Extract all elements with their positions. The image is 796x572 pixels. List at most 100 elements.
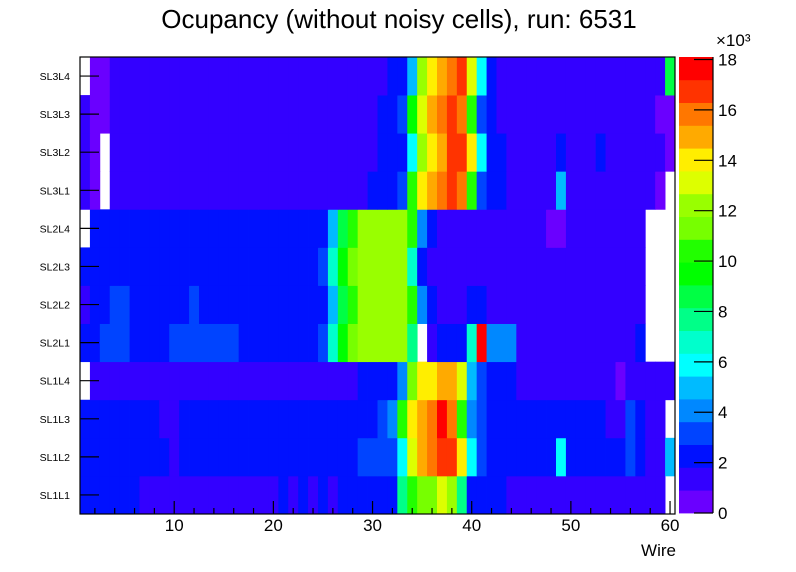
heatmap-cell: [615, 57, 626, 96]
heatmap-cell: [625, 285, 636, 324]
heatmap-cell: [99, 323, 111, 363]
heatmap-cell: [109, 475, 121, 515]
heatmap-cell: [565, 361, 577, 401]
heatmap-cell: [496, 323, 507, 363]
heatmap-cell: [357, 209, 368, 248]
heatmap-cell: [397, 209, 408, 248]
heatmap-cell: [387, 437, 398, 477]
heatmap-cell: [615, 285, 626, 324]
heatmap-cell: [526, 95, 537, 134]
heatmap-cell: [625, 361, 636, 401]
heatmap-cell: [417, 399, 428, 439]
heatmap-cell: [595, 57, 606, 96]
heatmap-cell: [427, 209, 438, 248]
heatmap-cell: [199, 437, 210, 477]
heatmap-cell: [109, 57, 121, 96]
heatmap-cell: [357, 247, 368, 286]
heatmap-cell: [456, 209, 468, 248]
heatmap-cell: [149, 437, 160, 477]
heatmap-cell: [357, 133, 368, 172]
heatmap-cell: [506, 285, 517, 324]
heatmap-cell: [357, 57, 368, 96]
heatmap-cell: [288, 95, 299, 134]
heatmap-cell: [407, 437, 418, 477]
chart-title: Ocupancy (without noisy cells), run: 653…: [161, 4, 636, 34]
heatmap-cell: [308, 171, 319, 210]
color-scale-band: [679, 102, 713, 126]
heatmap-cell: [645, 361, 656, 401]
z-multiplier-label: ×10³: [716, 31, 751, 50]
heatmap-cell: [99, 475, 111, 515]
heatmap-cell: [387, 285, 398, 324]
heatmap-cell: [139, 95, 150, 134]
heatmap-cell: [446, 399, 458, 439]
heatmap-cell: [496, 95, 507, 134]
heatmap-cell: [179, 171, 190, 210]
heatmap-cell: [635, 209, 646, 248]
heatmap-cell: [278, 323, 289, 363]
heatmap-cell: [625, 95, 636, 134]
heatmap-cell: [347, 209, 359, 248]
heatmap-cell: [288, 133, 299, 172]
heatmap-cell: [526, 247, 537, 286]
heatmap-cell: [189, 209, 200, 248]
heatmap-cell: [199, 361, 210, 401]
heatmap-cell: [268, 399, 279, 439]
heatmap-cell: [208, 133, 220, 172]
heatmap-cell: [516, 133, 527, 172]
heatmap-cell: [397, 285, 408, 324]
color-scale-band: [679, 216, 713, 240]
heatmap-cell: [665, 57, 676, 96]
heatmap-cell: [308, 399, 319, 439]
heatmap-cell: [446, 475, 458, 515]
y-tick-label: SL2L4: [40, 223, 71, 235]
heatmap-cell: [228, 95, 240, 134]
heatmap-cell: [546, 133, 557, 172]
heatmap-cell: [446, 437, 458, 477]
heatmap-cell: [169, 95, 180, 134]
heatmap-cell: [446, 171, 458, 210]
heatmap-cell: [208, 171, 220, 210]
heatmap-cell: [357, 399, 368, 439]
heatmap-cell: [516, 399, 527, 439]
color-scale-tick-label: 4: [718, 403, 727, 422]
heatmap-cell: [337, 171, 349, 210]
heatmap-cell: [208, 95, 220, 134]
heatmap-cell: [655, 95, 666, 134]
heatmap-cell: [298, 285, 309, 324]
heatmap-cell: [199, 133, 210, 172]
heatmap-cell: [585, 361, 597, 401]
heatmap-cell: [496, 133, 507, 172]
heatmap-cell: [456, 399, 468, 439]
heatmap-cell: [565, 133, 577, 172]
heatmap-cell: [298, 361, 309, 401]
heatmap-cell: [288, 285, 299, 324]
heatmap-cell: [585, 247, 597, 286]
heatmap-cell: [119, 57, 130, 96]
heatmap-cell: [635, 399, 646, 439]
heatmap-cell: [456, 285, 468, 324]
y-tick-label: SL3L1: [40, 185, 71, 197]
heatmap-cell: [516, 361, 527, 401]
heatmap-cell: [625, 133, 636, 172]
heatmap-cell: [655, 437, 666, 477]
y-tick-label: SL3L4: [40, 71, 71, 83]
heatmap-cell: [615, 171, 626, 210]
heatmap-cell: [506, 437, 517, 477]
heatmap-cell: [417, 475, 428, 515]
heatmap-cell: [238, 437, 249, 477]
heatmap-cell: [327, 171, 339, 210]
heatmap-cell: [466, 57, 478, 96]
heatmap-cell: [466, 437, 478, 477]
heatmap-cell: [139, 323, 150, 363]
heatmap-cell: [268, 171, 279, 210]
heatmap-cell: [407, 95, 418, 134]
heatmap-cell: [526, 475, 537, 515]
heatmap-cell: [615, 95, 626, 134]
heatmap-cell: [565, 95, 577, 134]
color-scale-tick-label: 10: [718, 252, 737, 271]
heatmap-cell: [536, 437, 547, 477]
heatmap-cell: [456, 323, 468, 363]
heatmap-cell: [476, 171, 487, 210]
heatmap-cell: [318, 171, 329, 210]
